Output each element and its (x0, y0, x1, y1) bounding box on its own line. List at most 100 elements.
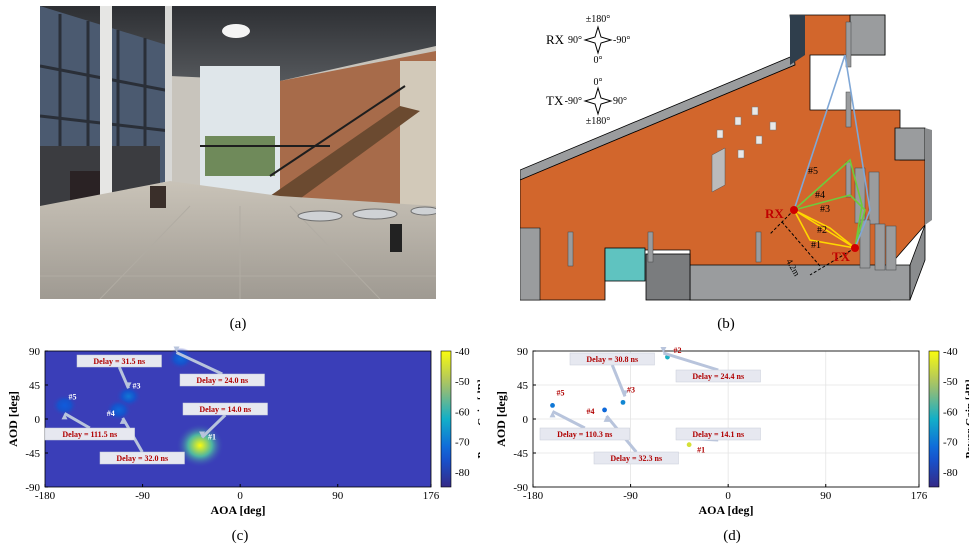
scene-panel: RX ±180° 90° -90° 0° TX 0° -90° 90° ±180… (519, 10, 932, 305)
delay-box (44, 427, 135, 441)
path-id-label: #4 (107, 409, 115, 418)
y-tick-label: 90 (29, 346, 41, 358)
y-axis-label: AOD [deg] (6, 391, 20, 447)
x-axis-label: AOA [deg] (699, 503, 754, 517)
svg-text:-90°: -90° (613, 35, 630, 46)
caption-c: (c) (231, 528, 249, 544)
svg-text:RX: RX (765, 206, 784, 221)
colorbar-tick-label: -80 (943, 467, 958, 479)
delay-label: Delay = 14.0 ns (199, 405, 251, 414)
svg-text:RX: RX (546, 32, 565, 47)
heatmap-blob (176, 423, 225, 468)
annotation-arrowhead (603, 415, 610, 422)
delay-box (675, 427, 761, 441)
svg-text:TX: TX (546, 93, 564, 108)
x-tick-label: 90 (820, 490, 832, 502)
delay-box (76, 354, 162, 368)
tx-marker (851, 244, 859, 252)
colorbar-label: Power Gain [dB] (476, 379, 480, 458)
path-id-label: #2 (673, 346, 681, 355)
delay-label: Delay = 110.3 ns (557, 430, 612, 439)
x-tick-label: -90 (135, 490, 150, 502)
x-axis-label: AOA [deg] (211, 503, 266, 517)
annotation-arrowhead (199, 431, 206, 438)
colorbar (440, 350, 452, 488)
delay-label: Delay = 32.3 ns (610, 454, 662, 463)
colorbar-tick-label: -50 (943, 376, 958, 388)
colorbar-tick-label: -50 (455, 376, 470, 388)
caption-b: (b) (717, 316, 735, 332)
x-tick-label: -180 (523, 490, 544, 502)
delay-label: Delay = 30.8 ns (586, 355, 638, 364)
delay-label: Delay = 24.4 ns (692, 372, 744, 381)
annotation-arrowhead (549, 411, 556, 418)
y-tick-label: 0 (523, 414, 529, 426)
plot-area (44, 350, 432, 488)
path-id-label: #4 (587, 407, 595, 416)
annotation-arrowhead (660, 347, 667, 354)
path-id-label: #1 (208, 432, 216, 441)
rx-orientation-legend: RX ±180° 90° -90° 0° (546, 14, 630, 66)
colorbar-tick-label: -80 (455, 467, 470, 479)
colorbar-tick-label: -40 (455, 346, 470, 358)
path-id-label: #3 (132, 381, 140, 390)
path-id-label: #3 (627, 385, 635, 394)
heatmap-blob (51, 394, 78, 417)
x-tick-label: -180 (35, 490, 56, 502)
svg-text:#5: #5 (808, 166, 818, 177)
y-tick-label: -90 (513, 482, 528, 494)
caption-d: (d) (723, 528, 741, 544)
x-tick-label: 0 (237, 490, 243, 502)
svg-text:#3: #3 (820, 204, 830, 215)
colorbar-tick-label: -40 (943, 346, 958, 358)
scatter-point (620, 399, 626, 405)
heatmap-blob (105, 398, 132, 421)
heatmap-blob (167, 347, 194, 370)
svg-text:0°: 0° (594, 77, 603, 88)
colorbar-label: Power Gain [dB] (964, 379, 969, 458)
ray-paths (793, 54, 871, 249)
annotation-arrowhead (61, 413, 68, 420)
path-id-label: #1 (697, 446, 705, 455)
svg-text:90°: 90° (568, 35, 582, 46)
x-tick-label: -90 (623, 490, 638, 502)
ray-tracing-scene: RX ±180° 90° -90° 0° TX 0° -90° 90° ±180… (519, 14, 932, 301)
delay-box (182, 402, 268, 416)
colorbar-tick-label: -70 (455, 437, 470, 449)
x-tick-label: 176 (911, 490, 928, 502)
y-tick-label: 90 (517, 346, 529, 358)
colorbar-tick-label: -60 (943, 406, 958, 418)
path-id-label: #5 (69, 392, 77, 401)
colorbar (928, 350, 940, 488)
annotation-arrowhead (173, 346, 180, 353)
svg-text:±180°: ±180° (586, 116, 611, 127)
delay-label: Delay = 14.1 ns (692, 430, 744, 439)
path-id-label: #2 (185, 342, 193, 351)
scatter-point (602, 407, 607, 413)
svg-text:#2: #2 (817, 225, 827, 236)
svg-text:-90°: -90° (565, 96, 582, 107)
scatter-point (686, 442, 692, 448)
y-tick-label: -90 (25, 482, 40, 494)
caption-a: (a) (229, 316, 247, 332)
atrium-photo (40, 6, 436, 299)
annotation-arrow (551, 410, 586, 430)
x-tick-label: 90 (332, 490, 344, 502)
delay-box (179, 373, 265, 387)
annotation-arrowhead (125, 382, 132, 389)
y-axis-label: AOD [deg] (494, 391, 508, 447)
annotation-arrow (63, 412, 91, 430)
colorbar-tick-label: -70 (943, 437, 958, 449)
delay-box (99, 451, 185, 465)
y-tick-label: -45 (25, 448, 40, 460)
path-id-label: #5 (557, 388, 565, 397)
scatter-point (550, 403, 555, 408)
annotation-arrowhead (119, 417, 126, 424)
photo-panel (40, 6, 436, 299)
y-tick-label: -45 (513, 448, 528, 460)
delay-box (593, 451, 679, 465)
y-tick-label: 0 (35, 414, 41, 426)
delay-box (569, 352, 655, 366)
